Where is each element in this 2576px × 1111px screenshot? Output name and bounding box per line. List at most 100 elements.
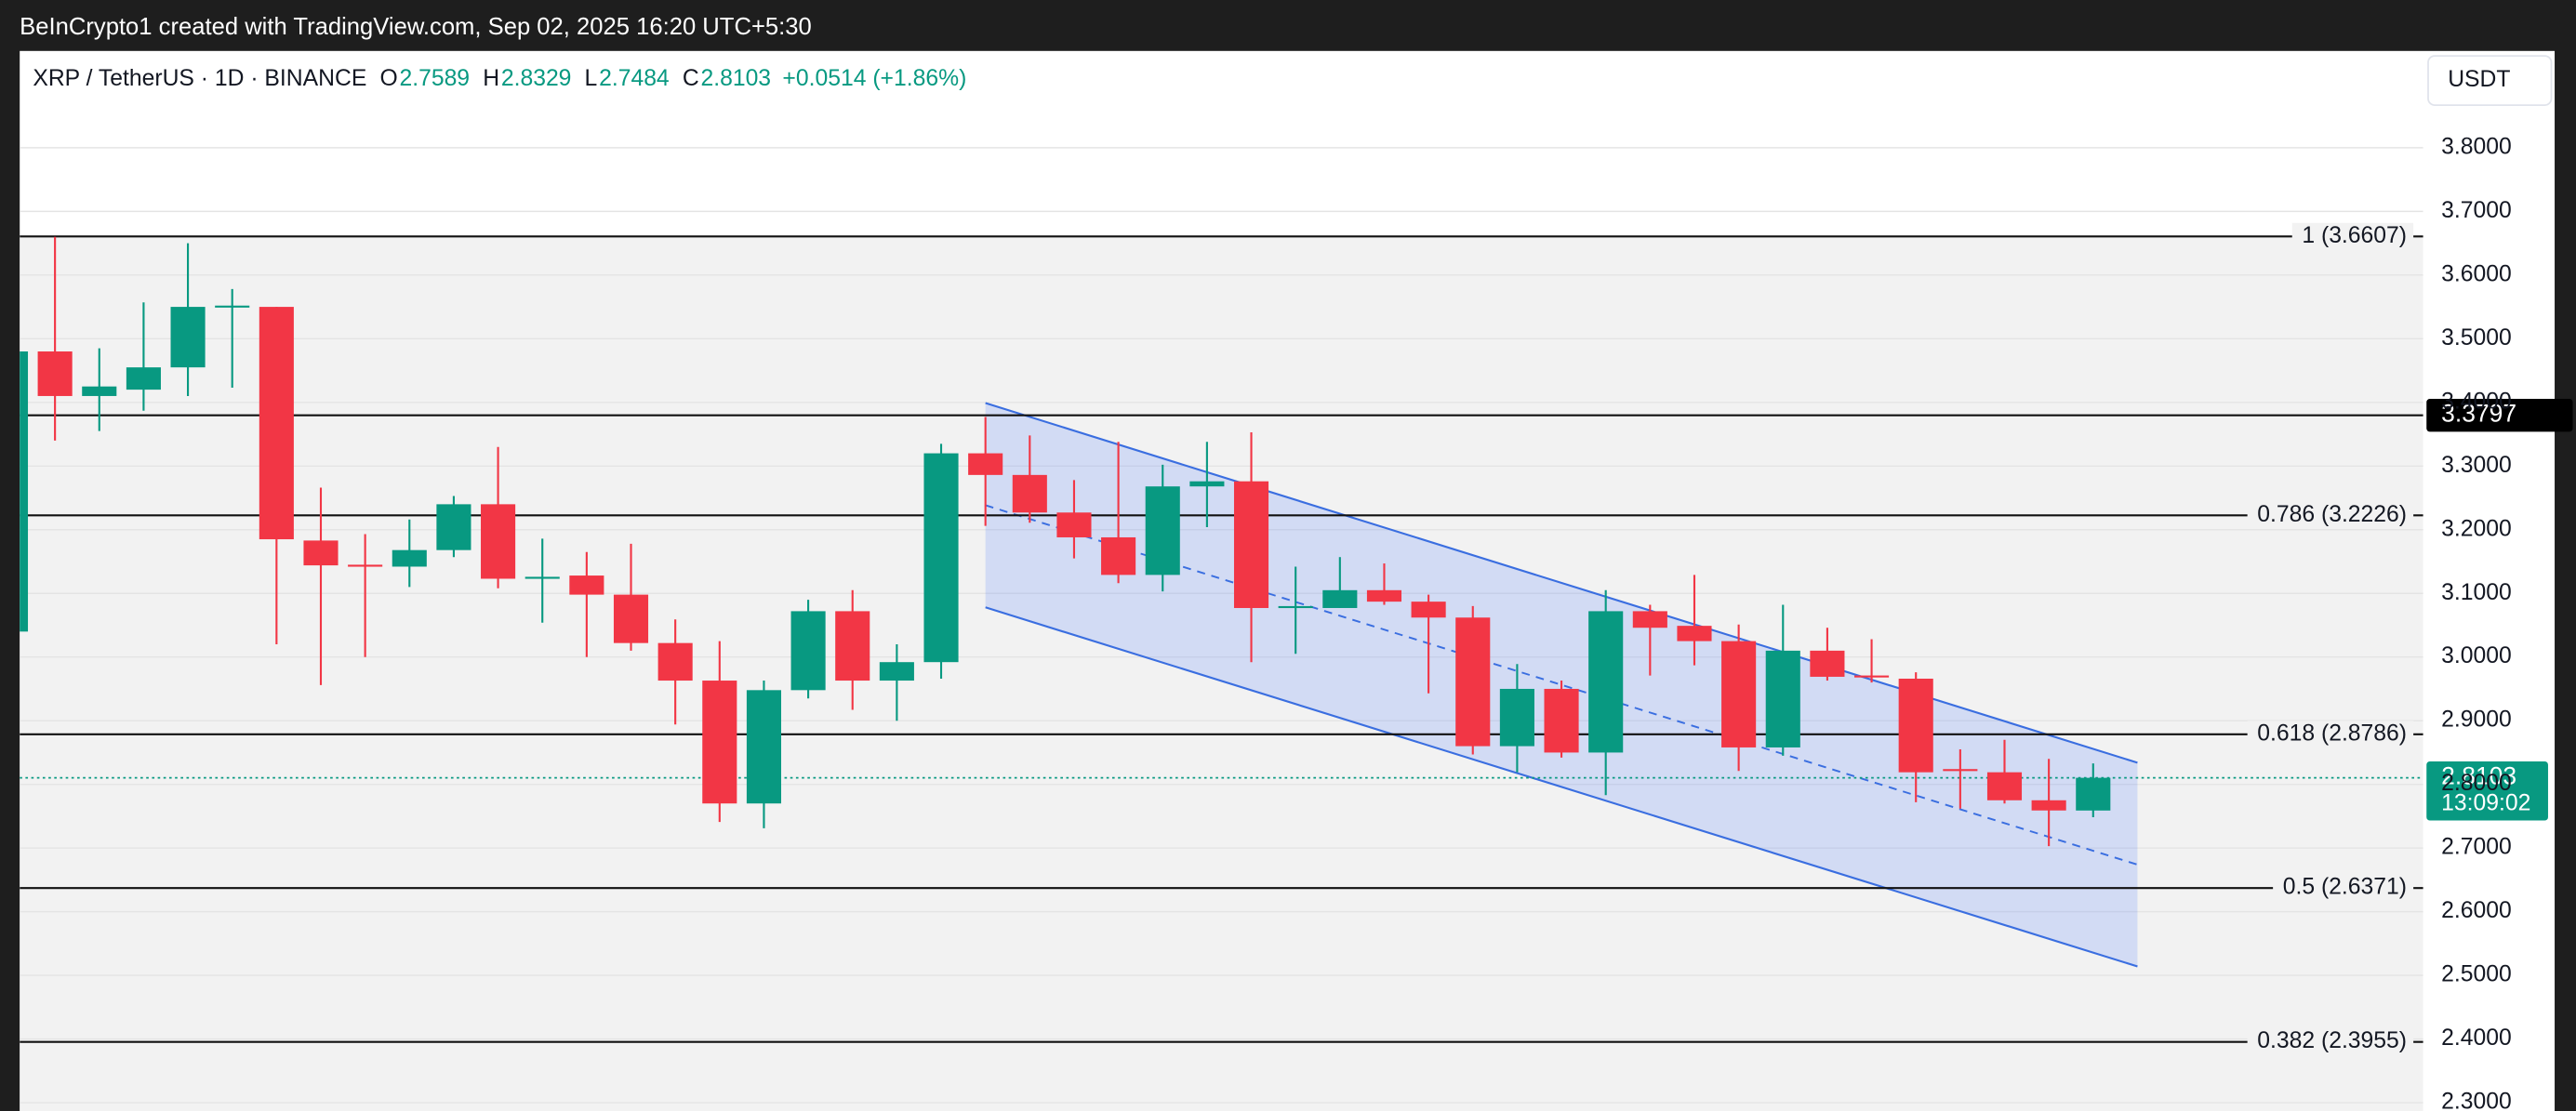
candle-body <box>392 549 427 567</box>
fib-label-bg <box>2273 874 2414 900</box>
candle-body <box>1278 605 1313 609</box>
plot: 1 (3.6607) 0.786 (3.2226) 0.618 (2.8786) 0.… <box>20 147 2423 1111</box>
fib-label-bg <box>2247 1028 2414 1054</box>
fib-label: 0.618 (2.8786) <box>2257 721 2407 746</box>
y-tick-label: 3.0000 <box>2441 643 2512 668</box>
y-tick-label: 2.5000 <box>2441 962 2512 987</box>
y-tick-label: 2.6000 <box>2441 898 2512 923</box>
y-tick-label: 3.5000 <box>2441 325 2512 350</box>
price-line-label: 3.3797 <box>2441 400 2516 428</box>
y-tick-label: 3.6000 <box>2441 261 2512 286</box>
candle-body <box>1544 688 1579 753</box>
candle-body <box>613 594 649 643</box>
candle-body <box>1499 688 1534 747</box>
candle-body <box>1233 481 1269 608</box>
candle-body <box>790 611 826 691</box>
candle-body <box>20 351 29 632</box>
y-tick-label: 2.3000 <box>2441 1090 2512 1111</box>
candle-body <box>215 305 250 308</box>
legend-value: 2.7589 <box>399 65 470 90</box>
legend: XRP / TetherUS · 1D · BINANCE O 2.7589 H 2.8… <box>33 65 966 90</box>
fib-label: 0.382 (2.3955) <box>2257 1028 2407 1053</box>
candle-body <box>1677 626 1712 641</box>
currency-button <box>2427 55 2553 106</box>
candle-body <box>1765 650 1800 747</box>
y-tick-label: 2.8000 <box>2441 771 2512 796</box>
candle-body <box>303 540 339 566</box>
candle-body <box>1632 611 1667 628</box>
candle-body <box>923 453 959 663</box>
legend-key: O <box>379 65 397 90</box>
candle-body <box>1986 772 2023 800</box>
candle-body <box>1455 617 1491 747</box>
y-tick-label: 3.1000 <box>2441 580 2512 605</box>
y-tick-label: 3.2000 <box>2441 516 2512 541</box>
y-tick-label: 3.8000 <box>2441 134 2512 159</box>
candle-body <box>1588 611 1624 753</box>
fib-label: 1 (3.6607) <box>2302 223 2407 248</box>
candle-body <box>1898 678 1933 773</box>
candle-body <box>835 611 870 681</box>
fib-label-bg <box>2247 721 2414 747</box>
candle-body <box>126 367 161 390</box>
candle-body <box>569 575 604 595</box>
candle-body <box>481 504 516 579</box>
legend-key: C <box>683 65 699 90</box>
candle-body <box>436 504 471 550</box>
candle-body <box>348 564 383 567</box>
candle-body <box>1189 481 1225 487</box>
candle-body <box>524 576 560 579</box>
candle-body <box>1101 536 1136 575</box>
last-price-label-bg <box>2426 761 2548 821</box>
legend-value: 2.8329 <box>501 65 572 90</box>
channel-upper <box>985 402 2138 764</box>
y-tick-label: 3.4000 <box>2441 389 2512 414</box>
y-tick-label: 3.3000 <box>2441 453 2512 478</box>
y-tick-label: 3.7000 <box>2441 198 2512 223</box>
candle-body <box>1322 589 1358 608</box>
legend-symbol: XRP / TetherUS · 1D · BINANCE <box>33 65 366 90</box>
fib-label: 0.5 (2.6371) <box>2283 875 2407 900</box>
fib-fill <box>20 236 2423 1111</box>
candle-body <box>259 307 294 540</box>
candle-body <box>968 453 1003 475</box>
candle-body <box>2076 777 2111 811</box>
y-tick-label: 2.4000 <box>2441 1025 2512 1051</box>
candle-body <box>657 642 693 681</box>
candle-body <box>1366 589 1402 602</box>
candle-body <box>1012 474 1047 513</box>
countdown-label: 13:09:02 <box>2441 790 2530 815</box>
y-tick-label: 2.9000 <box>2441 708 2512 733</box>
candle-body <box>1810 650 1845 677</box>
candle-body <box>746 690 781 804</box>
currency-label: USDT <box>2448 67 2510 92</box>
channel-mid <box>985 504 2138 866</box>
legend-change: +0.0514 (+1.86%) <box>782 65 966 90</box>
candle-body <box>2031 800 2066 811</box>
fib-label-bg <box>2247 501 2414 527</box>
last-price-label: 2.8103 <box>2441 762 2516 790</box>
header-title: BeInCrypto1 created with TradingView.com… <box>20 14 812 40</box>
fib-label: 0.786 (3.2226) <box>2257 502 2407 527</box>
channel-lower <box>985 606 2138 968</box>
candle-body <box>37 351 73 396</box>
candle-body <box>1056 512 1092 537</box>
candle-body <box>702 681 737 804</box>
candle-body <box>879 662 914 681</box>
candle-body <box>1943 769 1978 772</box>
price-line-label-bg <box>2426 399 2573 432</box>
legend-key: H <box>483 65 499 90</box>
legend-value: 2.8103 <box>700 65 771 90</box>
y-tick-label: 2.7000 <box>2441 835 2512 860</box>
candle-body <box>170 307 206 368</box>
candle-body <box>1854 675 1890 678</box>
candle-body <box>1145 486 1180 575</box>
fib-label-bg <box>2291 222 2414 248</box>
candle-body <box>1721 641 1757 747</box>
candle-body <box>82 386 117 396</box>
candle-body <box>1411 602 1446 618</box>
legend-key: L <box>585 65 598 90</box>
